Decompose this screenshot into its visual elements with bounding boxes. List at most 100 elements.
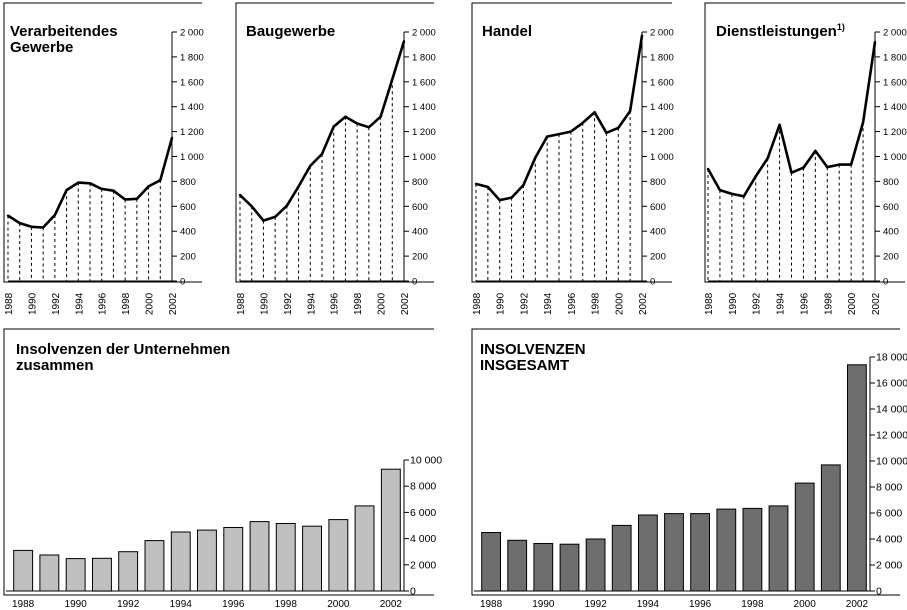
y-tick-label: 0 — [883, 277, 888, 288]
series-line — [239, 40, 406, 222]
x-tick-label: 1998 — [275, 599, 298, 610]
y-tick-label: 800 — [412, 177, 428, 188]
data-point — [790, 171, 793, 174]
y-tick-label: 0 — [410, 586, 416, 598]
chart-title-line: Handel — [482, 23, 532, 40]
y-tick-label: 1 000 — [650, 152, 674, 163]
chart-title-line: Baugewerbe — [246, 23, 335, 40]
y-tick-label: 2 000 — [876, 560, 902, 572]
bar — [275, 523, 296, 592]
y-tick-label: 800 — [180, 177, 196, 188]
x-tick-label: 2002 — [638, 292, 649, 315]
bar — [328, 519, 349, 592]
data-point — [53, 213, 57, 217]
y-tick-label: 0 — [650, 277, 655, 288]
data-point — [402, 40, 406, 43]
bar — [144, 540, 165, 592]
y-tick-label: 600 — [650, 202, 666, 213]
data-point — [730, 192, 734, 196]
x-tick-label: 1998 — [741, 599, 764, 610]
x-tick-label: 1994 — [637, 599, 660, 610]
y-tick-label: 600 — [180, 202, 196, 213]
bar — [847, 364, 867, 592]
data-point — [826, 165, 829, 169]
bar — [716, 508, 737, 592]
x-tick-label: 1996 — [222, 599, 245, 610]
x-tick-label: 1992 — [584, 599, 607, 610]
y-tick-label: 800 — [650, 177, 666, 188]
x-tick-label: 1998 — [823, 292, 834, 315]
x-tick-label: 1988 — [236, 292, 247, 315]
x-tick-label: 1994 — [170, 599, 193, 610]
bar — [92, 557, 112, 592]
x-tick-label: 1988 — [480, 599, 503, 610]
y-tick-label: 600 — [412, 202, 428, 213]
data-point — [873, 40, 877, 44]
y-tick-label: 1 200 — [412, 127, 436, 138]
chart-title-footnote: 1) — [837, 22, 845, 32]
data-point — [344, 115, 347, 118]
data-point — [30, 225, 33, 229]
data-point — [861, 121, 865, 124]
data-point — [510, 196, 513, 199]
bar — [690, 513, 711, 592]
x-tick-label: 2002 — [846, 599, 869, 610]
bar — [611, 524, 632, 592]
data-point — [159, 178, 162, 182]
bar — [481, 532, 502, 592]
data-point — [838, 163, 841, 166]
y-tick-label: 2 000 — [410, 559, 436, 571]
x-tick-label: 2000 — [794, 599, 817, 610]
y-tick-label: 2 000 — [180, 28, 204, 39]
y-tick-label: 1 400 — [883, 102, 907, 113]
x-tick-label: 2000 — [377, 292, 388, 315]
data-point — [593, 111, 596, 114]
y-tick-label: 1 000 — [883, 152, 907, 163]
x-tick-label: 1996 — [689, 599, 712, 610]
data-point — [320, 152, 324, 156]
bar — [223, 527, 244, 592]
bar — [664, 513, 684, 592]
x-tick-label: 2002 — [871, 292, 882, 315]
y-tick-label: 1 800 — [883, 52, 907, 63]
chart-title-line: Insolvenzen der Unternehmen — [16, 341, 230, 358]
data-point — [170, 136, 174, 140]
x-tick-label: 2000 — [145, 292, 156, 315]
y-tick-label: 0 — [412, 277, 417, 288]
data-point — [581, 121, 584, 125]
data-point — [557, 132, 561, 136]
chart-title-line: Dienstleistungen1) — [716, 22, 845, 40]
x-tick-label: 1990 — [259, 292, 270, 315]
x-tick-label: 1998 — [121, 292, 132, 315]
y-tick-label: 400 — [650, 227, 666, 238]
data-point — [617, 126, 620, 130]
y-tick-label: 12 000 — [876, 430, 907, 442]
data-point — [802, 166, 805, 169]
bar — [559, 543, 580, 592]
x-tick-label: 1990 — [728, 292, 739, 315]
y-tick-label: 200 — [180, 252, 196, 263]
y-tick-label: 1 400 — [650, 102, 674, 113]
y-tick-label: 200 — [650, 252, 666, 263]
y-tick-label: 1 400 — [412, 102, 436, 113]
x-tick-label: 1992 — [51, 292, 62, 315]
x-tick-label: 1990 — [65, 599, 88, 610]
x-tick-label: 1996 — [98, 292, 109, 315]
data-point — [262, 219, 265, 222]
x-tick-label: 2000 — [614, 292, 625, 315]
chart-frame — [471, 2, 672, 283]
y-tick-label: 1 800 — [412, 52, 436, 63]
x-tick-label: 1992 — [117, 599, 140, 610]
bar — [638, 514, 658, 592]
x-tick-label: 1988 — [472, 292, 483, 315]
data-point — [285, 204, 289, 207]
data-point — [849, 163, 853, 166]
y-tick-label: 1 600 — [180, 77, 204, 88]
bar — [39, 554, 60, 592]
data-point — [766, 157, 769, 160]
y-tick-label: 6 000 — [410, 507, 436, 519]
data-point — [18, 221, 21, 225]
y-tick-label: 400 — [180, 227, 196, 238]
data-point — [332, 125, 335, 128]
